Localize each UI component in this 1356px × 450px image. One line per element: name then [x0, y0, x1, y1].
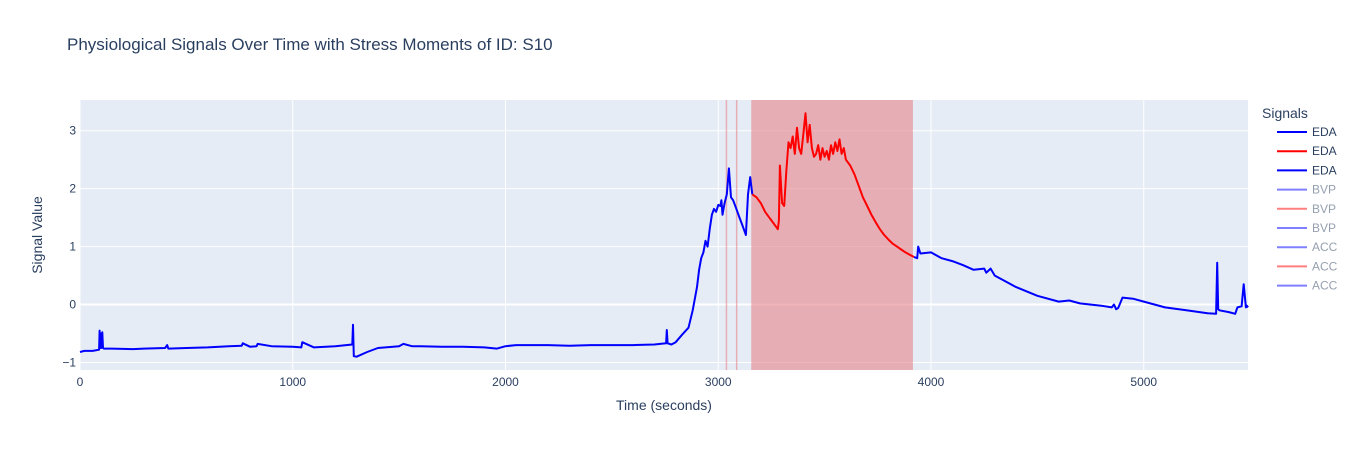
y-tick-label: 3	[69, 124, 76, 138]
x-gridlines	[79, 100, 1145, 370]
y-gridlines	[80, 130, 1248, 363]
x-tick-label: 1000	[279, 375, 306, 389]
legend-item[interactable]: BVP	[1277, 183, 1336, 197]
signal-lines	[79, 112, 1249, 358]
legend[interactable]: EDA EDA EDA BVP BVP BVP ACC ACC ACC	[1277, 125, 1338, 293]
stress-region	[735, 100, 738, 370]
legend-label: EDA	[1312, 163, 1337, 177]
x-axis-title: Time (seconds)	[616, 397, 712, 413]
legend-item[interactable]: ACC	[1277, 240, 1338, 254]
y-tick-label: 0	[69, 298, 76, 312]
y-tick-labels: −1 0 1 2 3	[62, 124, 76, 370]
x-tick-label: 5000	[1130, 375, 1157, 389]
legend-label: ACC	[1312, 240, 1338, 254]
x-tick-label: 4000	[918, 375, 945, 389]
legend-label: BVP	[1312, 202, 1336, 216]
y-tick-label: 1	[69, 240, 76, 254]
stress-region	[725, 100, 728, 370]
legend-item[interactable]: EDA	[1277, 125, 1337, 139]
legend-label: EDA	[1312, 144, 1337, 158]
legend-item[interactable]: ACC	[1277, 279, 1338, 293]
x-tick-labels: 0 1000 2000 3000 4000 5000	[77, 375, 1158, 389]
x-tick-label: 3000	[705, 375, 732, 389]
chart-title: Physiological Signals Over Time with Str…	[67, 35, 553, 54]
x-tick-label: 0	[77, 375, 84, 389]
legend-label: BVP	[1312, 183, 1336, 197]
series-line	[751, 112, 915, 258]
stress-region	[751, 100, 913, 370]
series-line	[913, 245, 1249, 315]
legend-item[interactable]: EDA	[1277, 144, 1337, 158]
legend-item[interactable]: BVP	[1277, 202, 1336, 216]
y-axis-title: Signal Value	[29, 196, 45, 274]
legend-label: ACC	[1312, 259, 1338, 273]
legend-label: ACC	[1312, 279, 1338, 293]
y-tick-label: 2	[69, 182, 76, 196]
legend-label: BVP	[1312, 221, 1336, 235]
series-line	[79, 167, 754, 358]
legend-item[interactable]: BVP	[1277, 221, 1336, 235]
y-tick-label: −1	[62, 355, 76, 369]
x-tick-label: 2000	[492, 375, 519, 389]
legend-item[interactable]: EDA	[1277, 163, 1337, 177]
legend-label: EDA	[1312, 125, 1337, 139]
legend-title: Signals	[1262, 105, 1308, 121]
stress-regions	[725, 100, 913, 370]
legend-item[interactable]: ACC	[1277, 259, 1338, 273]
plot-area	[80, 100, 1248, 370]
